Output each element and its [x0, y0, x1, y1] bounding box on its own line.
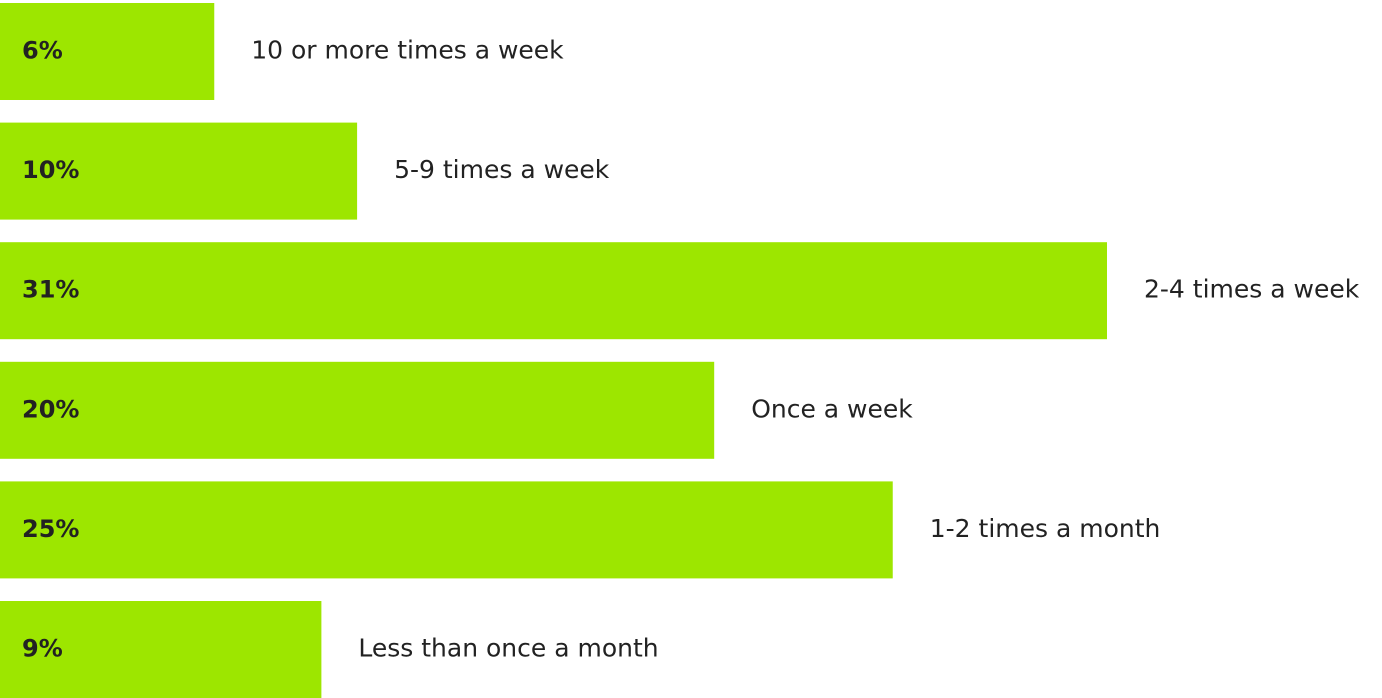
value-label: 25%: [22, 515, 79, 543]
category-label: Less than once a month: [358, 634, 658, 663]
category-label: 2-4 times a week: [1144, 275, 1360, 304]
value-label: 6%: [22, 37, 63, 65]
value-label: 10%: [22, 156, 79, 184]
chart: 6% 10 or more times a week 10% 5-9 times a …: [0, 0, 1382, 698]
bar: [0, 362, 714, 459]
bar: [0, 242, 1107, 339]
page: 6% 10 or more times a week 10% 5-9 times a …: [0, 0, 1382, 698]
bar: [0, 481, 893, 578]
category-label: Once a week: [751, 394, 913, 423]
category-label: 5-9 times a week: [394, 155, 610, 184]
category-label: 1-2 times a month: [930, 514, 1161, 543]
value-label: 20%: [22, 395, 79, 423]
value-label: 31%: [22, 276, 79, 304]
category-label: 10 or more times a week: [251, 36, 564, 65]
value-label: 9%: [22, 635, 63, 663]
